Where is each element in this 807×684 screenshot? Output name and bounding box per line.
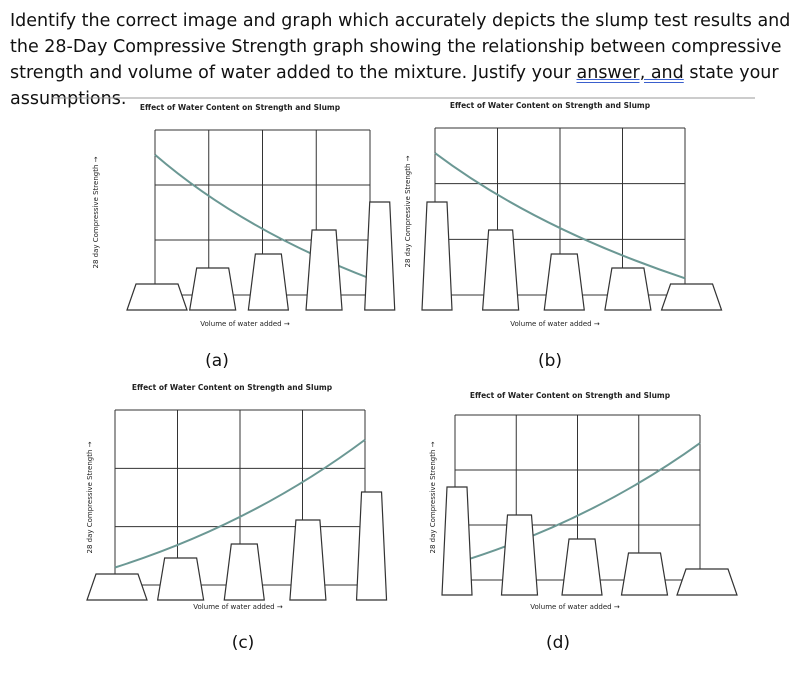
panel-title: Effect of Water Content on Strength and …	[132, 383, 333, 392]
slump-cone	[364, 201, 396, 311]
slump-cone	[421, 201, 453, 311]
slump-cone	[676, 568, 738, 596]
x-axis-label: Volume of water added →	[200, 320, 290, 328]
question-underlined: answer, and	[576, 63, 684, 83]
slump-cone	[188, 267, 237, 311]
slump-cone	[660, 283, 723, 311]
strength-curve	[454, 442, 701, 565]
strength-curve	[434, 152, 686, 280]
caption: (d)	[546, 633, 570, 653]
slump-cone	[561, 538, 603, 596]
slump-cone	[543, 253, 585, 311]
slump-cone	[604, 267, 652, 311]
strength-curve	[114, 438, 366, 569]
panel-title: Effect of Water Content on Strength and …	[470, 391, 671, 400]
slump-cone	[500, 514, 539, 596]
panel-title: Effect of Water Content on Strength and …	[450, 101, 651, 110]
y-axis-label: 28 day Compressive Strength →	[429, 441, 437, 553]
caption: (a)	[205, 351, 229, 371]
x-axis-label: Volume of water added →	[510, 320, 600, 328]
panel-title: Effect of Water Content on Strength and …	[140, 103, 341, 112]
caption: (b)	[538, 351, 562, 371]
slump-cone	[86, 573, 148, 601]
x-axis-label: Volume of water added →	[193, 603, 283, 611]
x-axis-label: Volume of water added →	[530, 603, 620, 611]
slump-cone	[441, 486, 473, 596]
slump-cone	[247, 253, 290, 311]
slump-cone	[481, 229, 520, 311]
slump-cone	[355, 491, 388, 601]
slump-cone	[223, 543, 265, 601]
slump-cone	[156, 557, 205, 601]
slump-cone	[305, 229, 343, 311]
slump-cone	[126, 283, 188, 311]
caption: (c)	[232, 633, 255, 653]
question-text: Identify the correct image and graph whi…	[10, 11, 791, 83]
slump-cone	[289, 519, 327, 601]
question-text: state your assumptions.	[10, 63, 779, 109]
y-axis-label: 28 day Compressive Strength →	[86, 441, 94, 553]
y-axis-label: 28 day Compressive Strength →	[92, 156, 100, 268]
question: Identify the correct image and graph whi…	[10, 8, 800, 112]
y-axis-label: 28 day Compressive Strength →	[404, 155, 412, 267]
slump-cone	[620, 552, 669, 596]
